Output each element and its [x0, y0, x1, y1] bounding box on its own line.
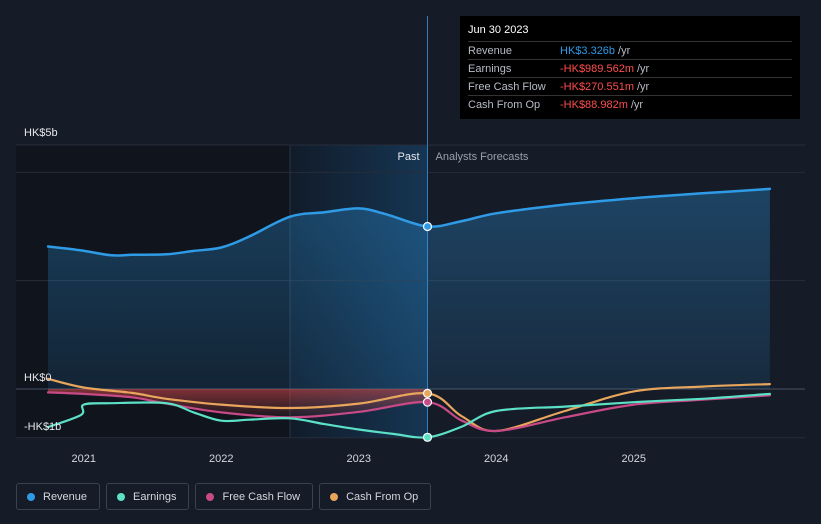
revenue-area	[48, 188, 770, 389]
series-line-cash-from-op	[46, 377, 771, 433]
legend-label: Cash From Op	[346, 490, 419, 503]
tooltip-value: HK$3.326b	[560, 44, 616, 57]
tooltip-label: Revenue	[468, 44, 513, 57]
legend-dot-icon	[27, 492, 35, 501]
data-tooltip: Jun 30 2023 Revenue HK$3.326b /yr Earnin…	[460, 16, 800, 119]
tooltip-row-cash-from-op: Cash From Op -HK$88.982m /yr	[468, 95, 792, 113]
tooltip-unit: /yr	[630, 98, 644, 111]
legend-item-revenue[interactable]: Revenue	[16, 483, 101, 510]
marker-free-cash-flow	[422, 397, 433, 407]
legend-item-free-cash-flow[interactable]: Free Cash Flow	[195, 483, 314, 510]
forecast-label: Analysts Forecasts	[436, 151, 529, 163]
marker-revenue	[422, 221, 433, 232]
tooltip-date: Jun 30 2023	[468, 24, 529, 36]
x-tick-label: 2025	[622, 453, 646, 465]
tooltip-row-earnings: Earnings -HK$989.562m /yr	[468, 59, 792, 77]
legend-item-cash-from-op[interactable]: Cash From Op	[319, 483, 432, 510]
tooltip-row-revenue: Revenue HK$3.326b /yr	[468, 41, 792, 59]
tooltip-row-free-cash-flow: Free Cash Flow -HK$270.551m /yr	[468, 77, 792, 95]
tooltip-unit: /yr	[637, 80, 650, 93]
legend-label: Revenue	[43, 490, 88, 503]
y-tick-label: -HK$1b	[24, 421, 61, 433]
legend-dot-icon	[117, 492, 126, 501]
x-tick-label: 2023	[347, 453, 371, 465]
legend-dot-icon	[206, 492, 215, 501]
past-label: Past	[397, 151, 419, 163]
chart-legend: Revenue Earnings Free Cash Flow Cash Fro…	[16, 483, 432, 510]
tooltip-unit: /yr	[618, 44, 631, 57]
tooltip-unit: /yr	[637, 62, 650, 75]
tooltip-label: Free Cash Flow	[468, 80, 546, 93]
x-tick-label: 2024	[484, 453, 508, 465]
series-line-free-cash-flow	[46, 391, 771, 433]
series-line-revenue	[46, 187, 772, 257]
series-line-earnings	[46, 392, 771, 439]
tooltip-label: Earnings	[468, 62, 512, 75]
y-tick-label: HK$5b	[24, 127, 58, 139]
legend-label: Earnings	[133, 490, 177, 503]
legend-dot-icon	[330, 492, 339, 501]
negative-area	[48, 389, 428, 418]
tooltip-label: Cash From Op	[468, 98, 541, 111]
x-tick-label: 2022	[209, 453, 233, 465]
x-tick-label: 2021	[72, 453, 96, 465]
legend-item-earnings[interactable]: Earnings	[106, 483, 190, 510]
tooltip-value: -HK$88.982m	[560, 98, 628, 111]
tooltip-value: -HK$989.562m	[560, 62, 634, 75]
legend-label: Free Cash Flow	[222, 490, 301, 503]
marker-earnings	[422, 432, 433, 442]
y-tick-label: HK$0	[24, 372, 52, 384]
marker-cash-from-op	[422, 388, 433, 398]
tooltip-value: -HK$270.551m	[560, 80, 634, 93]
